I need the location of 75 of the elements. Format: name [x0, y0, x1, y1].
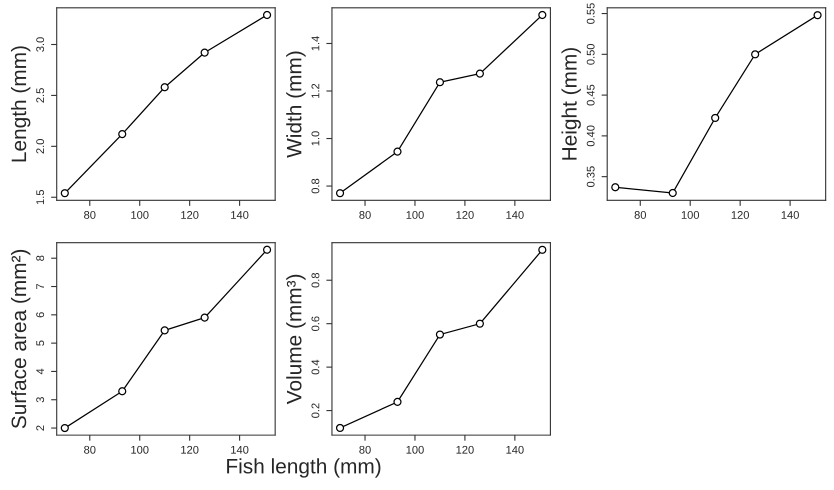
x-tick-label: 120: [732, 211, 749, 219]
y-axis-title: Height (mm): [561, 48, 581, 160]
y-tick-label: 1.0: [311, 131, 320, 146]
point: [336, 424, 344, 432]
x-tick-label: 120: [456, 446, 474, 454]
point: [60, 424, 69, 432]
x-tick-label: 120: [181, 211, 198, 219]
x-tick-label: 140: [231, 446, 248, 454]
x-tick-label: 80: [359, 446, 371, 454]
x-tick-label: 120: [456, 211, 474, 219]
point: [393, 148, 402, 156]
point: [262, 10, 272, 20]
x-tick-label: 140: [506, 446, 524, 454]
x-tick-label: 100: [131, 446, 149, 454]
y-tick-label: 0.2: [311, 403, 320, 418]
y-tick-label: 4: [36, 368, 44, 374]
point: [436, 78, 444, 86]
y-tick-label: 8: [36, 256, 44, 261]
point: [60, 189, 69, 198]
y-tick-label: 2: [36, 426, 44, 431]
y-tick-label: 7: [36, 284, 44, 290]
point: [711, 114, 720, 122]
point: [118, 130, 126, 138]
y-tick-label: 0.4: [311, 360, 320, 374]
point: [160, 83, 169, 92]
y-axis-title: Length (mm): [10, 46, 30, 162]
y-tick-label: 2.0: [36, 139, 44, 154]
y-tick-label: 0.8: [311, 272, 320, 288]
y-tick-label: 0.40: [586, 126, 595, 146]
point: [200, 48, 209, 57]
x-tick-label: 140: [782, 211, 799, 219]
y-axis-title: Width (mm): [286, 52, 306, 158]
y-tick-label: 2.5: [36, 88, 44, 103]
x-tick-label: 140: [506, 211, 524, 219]
y-tick-label: 0.8: [311, 178, 320, 194]
x-tick-label: 80: [359, 211, 371, 219]
point: [436, 330, 444, 339]
x-tick-label: 100: [682, 211, 700, 219]
x-tick-label: 100: [406, 211, 424, 219]
point: [668, 188, 677, 198]
y-tick-label: 0.35: [586, 166, 595, 188]
x-tick-label: 120: [181, 446, 198, 454]
point: [262, 246, 272, 254]
x-tick-label: 80: [84, 211, 96, 219]
y-tick-label: 0.6: [311, 316, 320, 331]
point: [393, 398, 402, 406]
y-tick-label: 3.0: [36, 37, 44, 52]
x-tick-label: 100: [131, 211, 149, 219]
point: [476, 70, 484, 78]
x-tick-label: 80: [634, 211, 646, 219]
point: [336, 189, 344, 198]
point: [538, 246, 546, 254]
x-tick-label: 140: [231, 211, 248, 219]
y-tick-label: 3: [36, 397, 44, 402]
point: [118, 387, 126, 396]
y-tick-label: 0.55: [586, 3, 595, 24]
point: [476, 320, 484, 328]
x-tick-label: 80: [84, 446, 96, 454]
point: [751, 50, 760, 58]
y-axis-title: Volume (mm³): [286, 274, 306, 404]
y-tick-label: 6: [36, 312, 44, 318]
y-tick-label: 5: [36, 340, 44, 346]
y-tick-label: 1.4: [312, 36, 320, 50]
y-tick-label: 1.5: [36, 190, 44, 204]
point: [200, 314, 209, 322]
y-axis-title: Surface area (mm²): [10, 250, 30, 428]
point: [611, 183, 620, 192]
y-tick-label: 0.50: [586, 44, 595, 65]
point: [538, 10, 546, 20]
x-tick-label: 100: [406, 446, 424, 454]
y-tick-label: 1.2: [311, 84, 320, 98]
y-tick-label: 0.45: [586, 84, 595, 106]
x-axis-title: Fish length (mm): [227, 458, 380, 478]
point: [160, 326, 169, 334]
point: [813, 11, 822, 20]
